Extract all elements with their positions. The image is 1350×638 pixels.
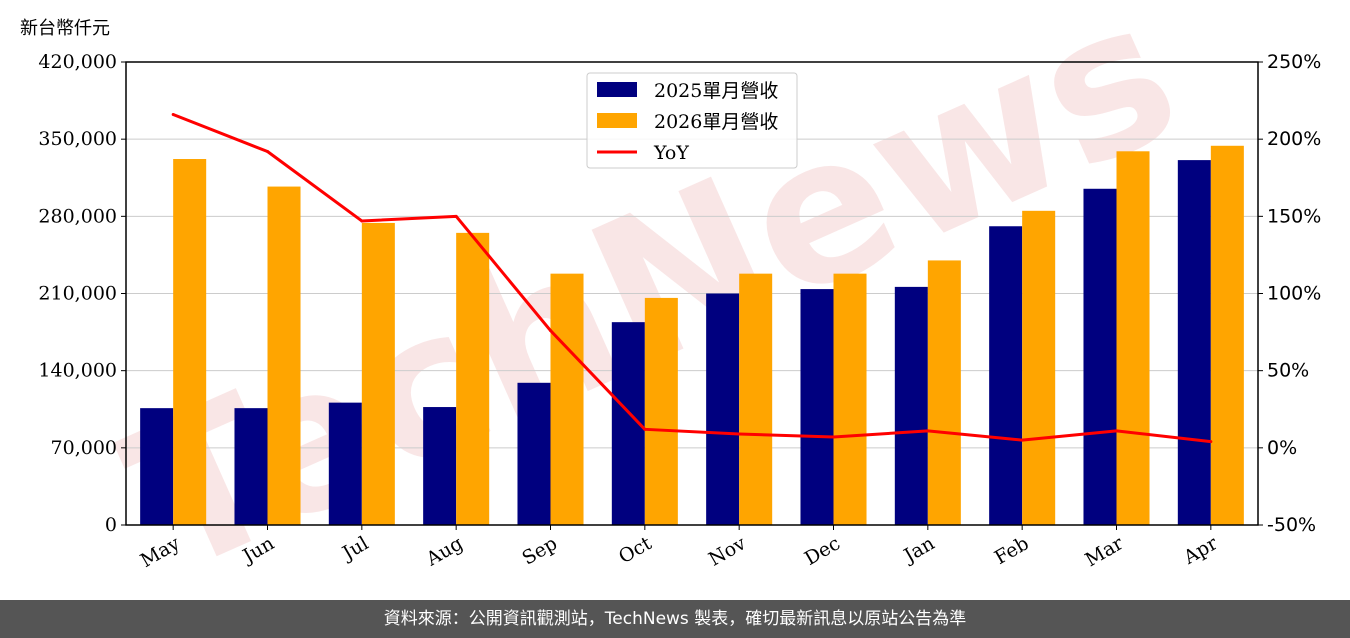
bar-2026 (833, 273, 867, 525)
x-tick-label: Feb (991, 532, 1033, 569)
x-tick-label: Dec (801, 532, 844, 570)
bar-2026 (1022, 210, 1056, 526)
left-tick-label: 140,000 (38, 360, 117, 382)
bar-2026 (550, 273, 584, 525)
bar-2026 (927, 260, 961, 525)
x-tick-label: Sep (518, 532, 561, 569)
bar-2025 (140, 408, 174, 525)
x-tick-label: Oct (615, 532, 656, 568)
right-tick-label: 50% (1267, 360, 1309, 382)
plot-frame (125, 61, 1259, 526)
bar-2025 (894, 286, 928, 525)
yoy-point (1115, 429, 1118, 433)
x-tick-label: Nov (705, 532, 750, 571)
bar-2026 (456, 232, 490, 525)
yoy-point (266, 150, 269, 154)
left-tick-label: 280,000 (38, 205, 117, 227)
bar-2026 (1116, 151, 1150, 526)
left-tick-label: 350,000 (38, 128, 117, 150)
source-footer: 資料來源：公開資訊觀測站，TechNews 製表，確切最新訊息以原站公告為準 (0, 600, 1350, 638)
bar-2025 (234, 408, 268, 525)
left-tick-label: 0 (105, 514, 117, 536)
bar-2025 (328, 402, 362, 525)
legend-box (586, 72, 798, 169)
right-tick-label: 100% (1267, 283, 1321, 305)
bar-2026 (644, 297, 678, 525)
yoy-point (1020, 438, 1024, 442)
bar-2025 (706, 293, 740, 525)
bar-2025 (800, 289, 834, 525)
bar-2025 (1083, 188, 1117, 525)
yoy-series-line (172, 113, 1212, 444)
bar-2025 (423, 407, 457, 525)
legend-swatch (597, 113, 637, 128)
yoy-point (737, 432, 741, 436)
left-tick-label: 210,000 (38, 283, 117, 305)
yoy-point (643, 427, 647, 431)
bar-2025 (1177, 160, 1211, 525)
left-tick-label: 70,000 (51, 437, 117, 459)
bars (140, 145, 1244, 526)
legend: 2025單月營收 2026單月營收 YoY (586, 72, 798, 169)
legend-label: 2025單月營收 (654, 80, 778, 102)
bar-2025 (517, 382, 551, 525)
unit-label: 新台幣仟元 (20, 18, 110, 39)
x-tick-label: Aug (422, 532, 467, 571)
yoy-point (549, 329, 552, 333)
yoy-point (454, 214, 458, 218)
right-tick-label: 0% (1267, 437, 1297, 459)
yoy-line (171, 112, 1213, 444)
bar-2026 (739, 273, 773, 525)
x-tick-label: Mar (1081, 532, 1127, 571)
right-tick-label: -50% (1267, 514, 1316, 536)
left-tick-label: 420,000 (38, 51, 117, 73)
bar-2025 (989, 226, 1023, 525)
yoy-point (360, 219, 364, 223)
bar-2026 (361, 222, 395, 525)
x-tick-label: Jan (899, 532, 939, 568)
legend-label: YoY (653, 142, 689, 164)
right-tick-label: 250% (1267, 51, 1321, 73)
x-tick-label: Apr (1179, 532, 1222, 569)
yoy-point (1209, 440, 1213, 444)
bar-2026 (1210, 145, 1244, 525)
yoy-point (832, 435, 835, 439)
right-tick-label: 200% (1267, 128, 1321, 150)
right-tick-label: 150% (1267, 205, 1321, 227)
yoy-point (171, 112, 175, 116)
revenue-chart: TechNews 0 -50%70,000 0%140,000 50%210,000 1… (38, 0, 1321, 600)
bar-2026 (173, 159, 207, 525)
bar-2026 (267, 186, 301, 526)
legend-swatch (597, 82, 637, 97)
yoy-point (926, 429, 930, 433)
legend-label: 2026單月營收 (654, 111, 778, 133)
